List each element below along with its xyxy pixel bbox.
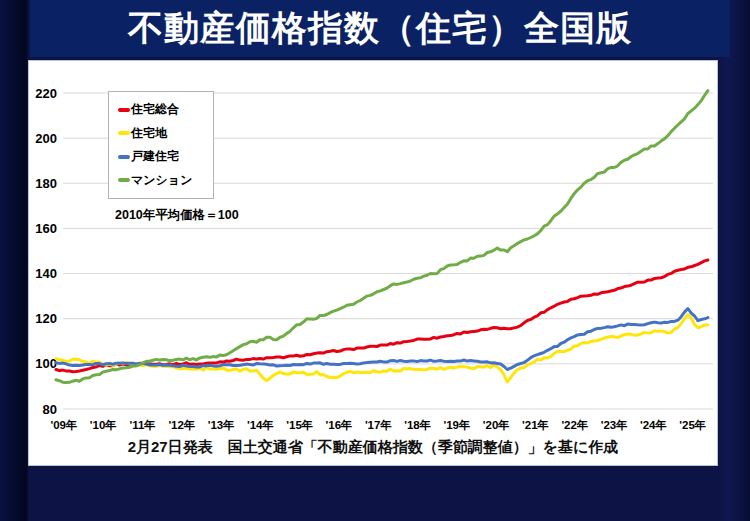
legend-item-jutakuchi: 住宅地 xyxy=(118,125,213,142)
svg-text:'20年: '20年 xyxy=(483,419,510,431)
svg-text:200: 200 xyxy=(35,131,57,146)
source-caption: 2月27日発表 国土交通省「不動産価格指数（季節調整値）」を基に作成 xyxy=(29,438,717,457)
svg-text:'21年: '21年 xyxy=(522,419,549,431)
svg-text:'23年: '23年 xyxy=(601,419,628,431)
svg-text:'19年: '19年 xyxy=(443,419,470,431)
green-line-swatch-icon xyxy=(118,178,130,182)
svg-text:'25年: '25年 xyxy=(679,419,706,431)
legend-item-sotai: 住宅総合 xyxy=(118,101,213,118)
svg-text:120: 120 xyxy=(35,311,57,326)
svg-text:'11年: '11年 xyxy=(129,419,155,431)
legend-label: 住宅地 xyxy=(131,125,167,142)
svg-text:'14年: '14年 xyxy=(247,419,274,431)
svg-text:'22年: '22年 xyxy=(561,419,588,431)
svg-text:'09年: '09年 xyxy=(50,419,77,431)
legend-label: マンション xyxy=(131,172,192,189)
svg-text:'24年: '24年 xyxy=(640,419,667,431)
svg-text:'13年: '13年 xyxy=(208,419,235,431)
svg-text:100: 100 xyxy=(35,356,57,371)
svg-text:180: 180 xyxy=(35,176,57,191)
page-title: 不動産価格指数（住宅）全国版 xyxy=(128,5,632,52)
chart-panel: 80 100 120 140 160 180 200 220 '09年 '10年 '11年 '12年 '… xyxy=(28,60,718,466)
svg-text:'10年: '10年 xyxy=(90,419,117,431)
red-line-swatch-icon xyxy=(118,108,130,112)
svg-text:'12年: '12年 xyxy=(168,419,195,431)
title-banner: 不動産価格指数（住宅）全国版 xyxy=(30,0,730,57)
legend-label: 戸建住宅 xyxy=(131,148,179,165)
legend-item-kodate: 戸建住宅 xyxy=(118,148,213,165)
svg-text:220: 220 xyxy=(35,86,57,101)
yellow-line-swatch-icon xyxy=(118,131,130,135)
svg-text:'15年: '15年 xyxy=(286,419,313,431)
svg-text:'16年: '16年 xyxy=(326,419,353,431)
svg-text:'18年: '18年 xyxy=(404,419,431,431)
legend-label: 住宅総合 xyxy=(131,101,179,118)
blue-line-swatch-icon xyxy=(118,155,130,159)
svg-text:'17年: '17年 xyxy=(365,419,392,431)
svg-text:80: 80 xyxy=(43,402,57,417)
chart-legend: 住宅総合 住宅地 戸建住宅 マンション xyxy=(108,91,214,199)
base-year-annotation: 2010年平均価格＝100 xyxy=(115,207,239,224)
svg-text:140: 140 xyxy=(35,266,57,281)
svg-text:160: 160 xyxy=(35,221,57,236)
legend-item-mansion: マンション xyxy=(118,172,213,189)
